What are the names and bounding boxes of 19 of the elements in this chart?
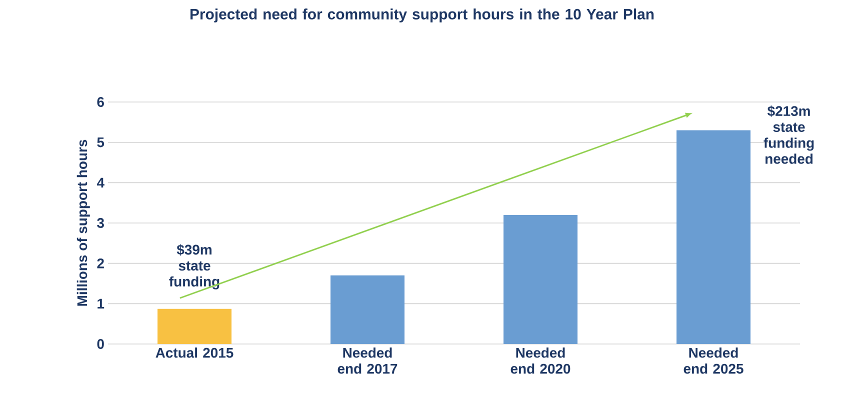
x-tick-label: Actual 2015 [156,348,234,358]
bar [158,308,232,344]
bar [676,130,751,344]
y-tick-label: 1 [98,298,104,308]
y-tick-label: 2 [97,258,104,268]
y-axis-title: Millions of support hours [76,140,90,306]
x-tick-label: Needed end 2017 [338,348,398,374]
annotation: $39m state funding [169,244,220,290]
y-tick-label: 5 [97,137,104,148]
bar [330,275,405,344]
y-tick-label: 4 [96,178,104,188]
bar [504,214,578,344]
y-tick-label: 6 [97,97,104,107]
chart-title: Projected need for community support hours in the 10 Year Plan [190,8,654,22]
x-tick-label: Needed end 2025 [684,348,744,374]
annotation: $213m state funding needed [764,106,814,164]
y-tick-label: 3 [97,218,104,228]
x-tick-label: Needed end 2020 [510,348,570,374]
y-tick-label: 0 [97,339,104,349]
